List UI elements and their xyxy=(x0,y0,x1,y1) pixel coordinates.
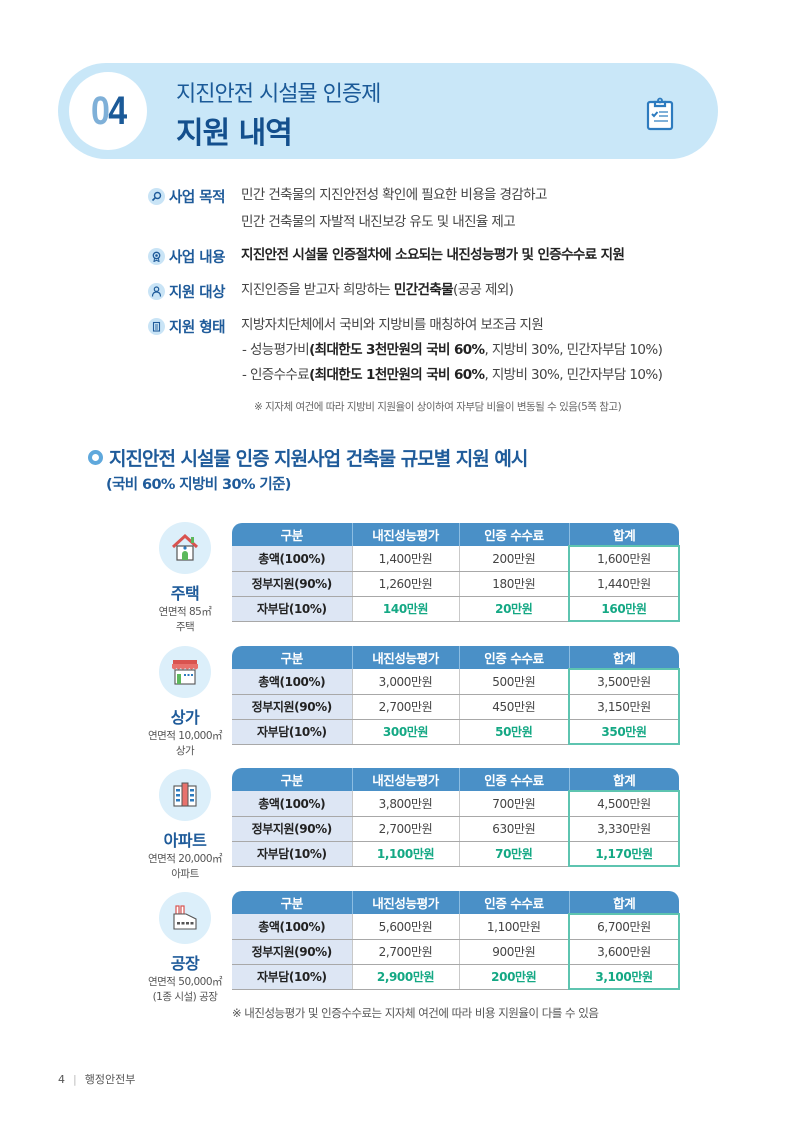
ring-bullet-icon xyxy=(88,450,103,465)
table-row: 자부담(10%) 2,900만원 200만원 3,100만원 xyxy=(232,964,680,990)
info-text: 지진안전 시설물 인증절차에 소요되는 내진성능평가 및 인증수수료 지원 xyxy=(241,247,625,263)
page-number: 4 xyxy=(58,1072,65,1086)
header-banner xyxy=(58,63,718,159)
table-row: 총액(100%) 3,800만원 700만원 4,500만원 xyxy=(232,790,680,817)
person-icon xyxy=(148,283,165,300)
table-row: 자부담(10%) 300만원 50만원 350만원 xyxy=(232,719,680,745)
info-text: 민간 건축물의 자발적 내진보강 유도 및 내진율 제고 xyxy=(241,214,516,230)
document-icon xyxy=(148,318,165,335)
footnote: ※ 내진성능평가 및 인증수수료는 지자체 여건에 따라 비용 지원율이 다를 … xyxy=(232,1006,599,1020)
magnifier-icon xyxy=(148,188,165,205)
section-number-badge: 04 xyxy=(69,72,147,150)
building-apartment: 아파트 연면적 20,000㎡ 아파트 xyxy=(140,769,230,881)
footer-separator: | xyxy=(73,1072,77,1086)
factory-icon xyxy=(159,892,211,944)
info-text: 민간 건축물의 지진안전성 확인에 필요한 비용을 경감하고 xyxy=(241,187,547,203)
house-icon xyxy=(159,522,211,574)
apartment-icon xyxy=(159,769,211,821)
header-subtitle: 지진안전 시설물 인증제 xyxy=(176,82,381,107)
building-house: 주택 연면적 85㎡ 주택 xyxy=(140,522,230,634)
section-number: 04 xyxy=(90,88,127,133)
info-label: 지원 형태 xyxy=(169,320,225,336)
table-row: 정부지원(90%) 1,260만원 180만원 1,440만원 xyxy=(232,571,680,597)
store-icon xyxy=(159,646,211,698)
info-text: 지방자치단체에서 국비와 지방비를 매칭하여 보조금 지원 xyxy=(241,317,544,333)
support-table-store: 구분 내진성능평가 인증 수수료 합계 총액(100%) 3,000만원 500만원 3,5… xyxy=(232,646,680,745)
table-row: 정부지원(90%) 2,700만원 630만원 3,330만원 xyxy=(232,816,680,842)
info-label: 사업 내용 xyxy=(169,250,225,266)
page-title: 지원 내역 xyxy=(176,116,293,151)
info-subline-2: - 인증수수료(최대한도 1천만원의 국비 60%, 지방비 30%, 민간자부… xyxy=(242,367,663,383)
table-row: 총액(100%) 5,600만원 1,100만원 6,700만원 xyxy=(232,913,680,940)
publisher: 행정안전부 xyxy=(84,1073,136,1086)
support-table-apartment: 구분 내진성능평가 인증 수수료 합계 총액(100%) 3,800만원 700만원 4,5… xyxy=(232,768,680,867)
table-row: 정부지원(90%) 2,700만원 450만원 3,150만원 xyxy=(232,694,680,720)
info-label: 사업 목적 xyxy=(169,190,225,206)
page-footer: 4 | 행정안전부 xyxy=(58,1071,135,1087)
table-row: 총액(100%) 1,400만원 200만원 1,600만원 xyxy=(232,545,680,572)
info-text: 지진인증을 받고자 희망하는 민간건축물(공공 제외) xyxy=(241,282,514,298)
building-store: 상가 연면적 10,000㎡ 상가 xyxy=(140,646,230,758)
info-label: 지원 대상 xyxy=(169,285,225,301)
info-note: ※ 지자체 여건에 따라 지방비 지원율이 상이하여 자부담 비율이 변동될 수… xyxy=(254,401,622,413)
info-subline-1: - 성능평가비(최대한도 3천만원의 국비 60%, 지방비 30%, 민간자부… xyxy=(242,342,663,358)
table-row: 자부담(10%) 1,100만원 70만원 1,170만원 xyxy=(232,841,680,867)
table-row: 자부담(10%) 140만원 20만원 160만원 xyxy=(232,596,680,622)
section-subtitle: (국비 60% 지방비 30% 기준) xyxy=(106,477,291,493)
clipboard-check-icon xyxy=(646,97,674,131)
support-table-factory: 구분 내진성능평가 인증 수수료 합계 총액(100%) 5,600만원 1,100만원 6… xyxy=(232,891,680,990)
table-row: 총액(100%) 3,000만원 500만원 3,500만원 xyxy=(232,668,680,695)
building-factory: 공장 연면적 50,000㎡ (1종 시설) 공장 xyxy=(140,892,230,1004)
section-title: 지진안전 시설물 인증 지원사업 건축물 규모별 지원 예시 xyxy=(88,444,528,471)
table-row: 정부지원(90%) 2,700만원 900만원 3,600만원 xyxy=(232,939,680,965)
medal-icon xyxy=(148,248,165,265)
support-table-house: 구분 내진성능평가 인증 수수료 합계 총액(100%) 1,400만원 200만원 1,6… xyxy=(232,523,680,622)
